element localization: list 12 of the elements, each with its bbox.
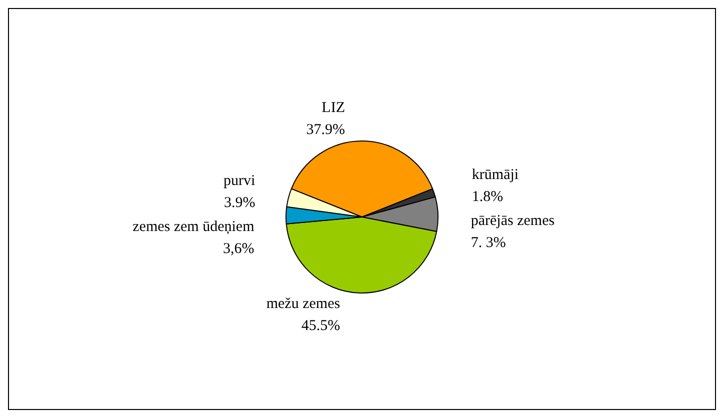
data-label: 45.5%: [301, 318, 340, 334]
data-label: 3,6%: [223, 241, 254, 258]
slice-label: purvi: [224, 173, 256, 190]
slice-label: LIZ: [322, 100, 345, 116]
slice-label: mežu zemes: [266, 296, 340, 312]
data-label: 7. 3%: [470, 234, 506, 251]
data-label: 3.9%: [224, 195, 256, 212]
data-label: 1.8%: [472, 188, 504, 205]
slice-label: pārējās zemes: [470, 212, 555, 229]
slice-label: krūmāji: [472, 166, 519, 183]
slice-label: zemes zem ūdeņiem: [132, 219, 255, 236]
data-label: 37.9%: [306, 122, 345, 138]
